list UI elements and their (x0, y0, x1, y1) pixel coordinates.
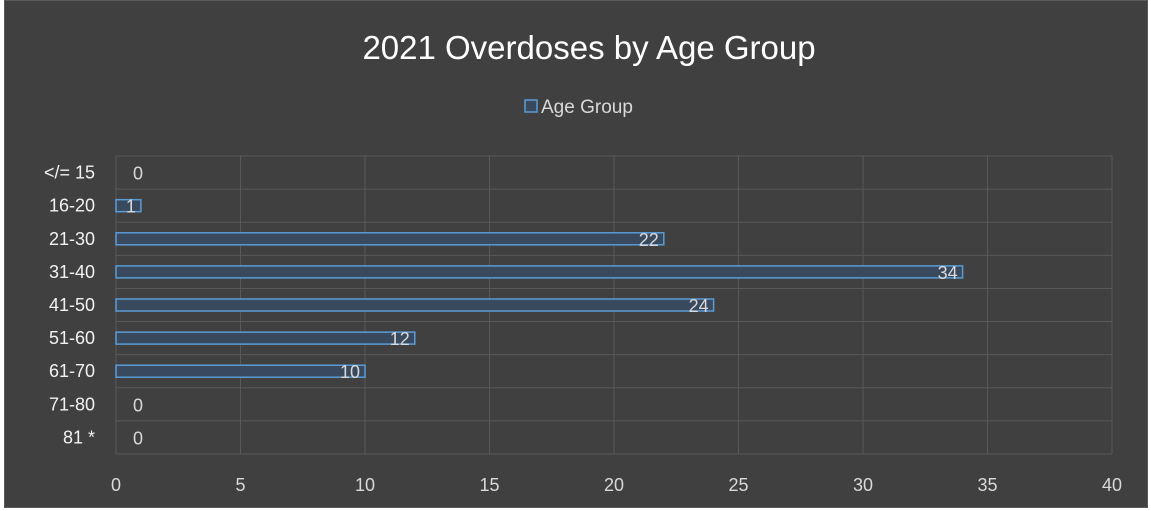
category-label: </= 15 (44, 163, 95, 183)
chart-title: 2021 Overdoses by Age Group (362, 29, 815, 66)
x-tick-label: 40 (1102, 475, 1122, 495)
category-label: 61-70 (49, 361, 95, 381)
data-label: 24 (689, 296, 709, 316)
category-label: 51-60 (49, 328, 95, 348)
data-label: 0 (133, 164, 143, 184)
x-tick-label: 35 (977, 475, 997, 495)
data-label: 22 (639, 230, 659, 250)
x-tick-label: 20 (604, 475, 624, 495)
data-label: 12 (390, 329, 410, 349)
category-label: 16-20 (49, 196, 95, 216)
x-tick-label: 10 (355, 475, 375, 495)
value-axis: 0 5 10 15 20 25 30 35 40 (111, 475, 1122, 495)
category-label: 71-80 (49, 394, 95, 414)
bar[interactable] (115, 198, 142, 213)
x-tick-label: 25 (728, 475, 748, 495)
bar-chart: 0 1 22 34 24 12 10 0 0 </= 15 16-20 21-30 31-40 41-5… (44, 29, 1122, 495)
bars (115, 198, 964, 378)
data-label: 1 (126, 197, 136, 217)
bar[interactable] (115, 364, 366, 378)
chart-area: 0 1 22 34 24 12 10 0 0 </= 15 16-20 21-30 31-40 41-5… (4, 0, 1148, 508)
x-tick-label: 15 (479, 475, 499, 495)
category-axis: </= 15 16-20 21-30 31-40 41-50 51-60 61-70 71-8… (44, 163, 95, 448)
data-labels: 0 1 22 34 24 12 10 0 0 (126, 164, 958, 449)
bar[interactable] (115, 265, 964, 279)
legend[interactable]: Age Group (524, 97, 633, 118)
legend-label: Age Group (541, 97, 633, 118)
category-label: 21-30 (49, 229, 95, 249)
category-label: 31-40 (49, 262, 95, 282)
bar[interactable] (115, 232, 665, 246)
x-tick-label: 0 (111, 475, 121, 495)
bar[interactable] (115, 298, 715, 312)
legend-swatch (524, 99, 538, 113)
x-tick-label: 5 (235, 475, 245, 495)
x-tick-label: 30 (853, 475, 873, 495)
category-label: 81 * (63, 427, 95, 447)
data-label: 0 (133, 428, 143, 448)
bar[interactable] (115, 331, 416, 345)
category-label: 41-50 (49, 295, 95, 315)
data-label: 0 (133, 395, 143, 415)
data-label: 34 (938, 263, 958, 283)
data-label: 10 (340, 362, 360, 382)
